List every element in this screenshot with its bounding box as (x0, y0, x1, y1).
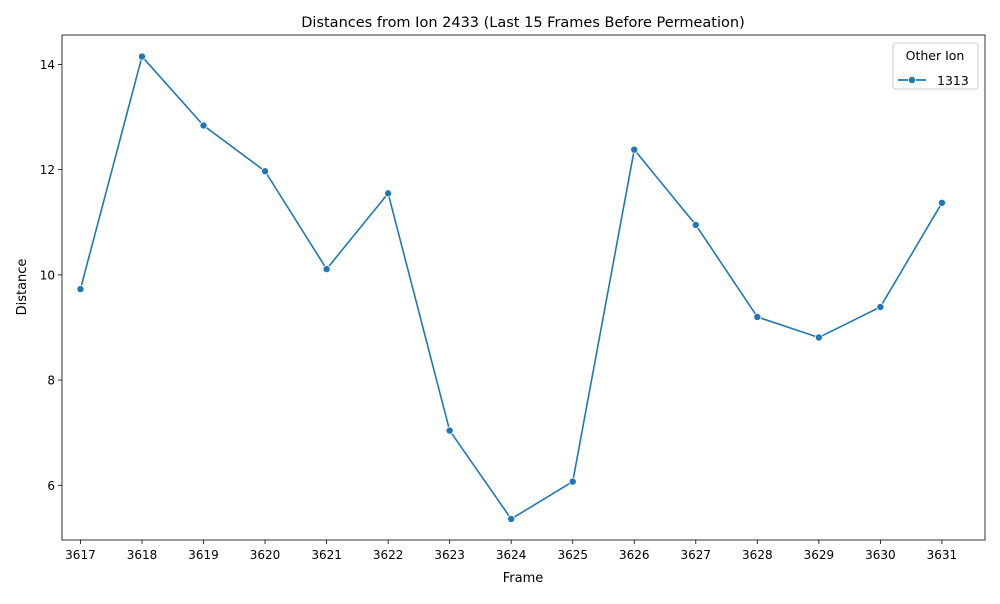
x-tick-label: 3627 (681, 548, 712, 562)
y-tick-label: 12 (40, 163, 55, 177)
y-axis-label: Distance (15, 259, 30, 316)
data-point (384, 189, 393, 198)
x-tick-label: 3620 (250, 548, 281, 562)
data-point (937, 198, 946, 207)
data-point (691, 220, 700, 229)
x-tick-label: 3628 (742, 548, 773, 562)
x-tick-label: 3618 (127, 548, 158, 562)
data-point (445, 426, 454, 435)
legend-title: Other Ion (906, 48, 965, 63)
y-tick-label: 6 (47, 479, 55, 493)
data-point (814, 333, 823, 342)
x-tick-label: 3631 (927, 548, 958, 562)
y-tick-label: 14 (40, 58, 55, 72)
data-point (630, 145, 639, 154)
data-point (137, 52, 146, 61)
series-layer (76, 52, 946, 523)
data-point (753, 312, 762, 321)
y-axis: 6 8 10 12 14 (40, 58, 62, 493)
data-point (507, 514, 516, 523)
x-tick-label: 3629 (804, 548, 835, 562)
x-tick-label: 3625 (557, 548, 588, 562)
data-point (322, 265, 331, 274)
data-point (76, 285, 85, 294)
y-tick-label: 10 (40, 268, 55, 282)
x-tick-label: 3617 (65, 548, 96, 562)
series-line (79, 55, 943, 520)
x-tick-label: 3630 (865, 548, 896, 562)
legend-entry-label: 1313 (937, 73, 969, 88)
plot-frame (61, 34, 986, 541)
x-tick-label: 3619 (188, 548, 219, 562)
chart-title: Distances from Ion 2433 (Last 15 Frames … (301, 15, 744, 31)
x-tick-label: 3622 (373, 548, 404, 562)
x-axis-label: Frame (503, 571, 544, 586)
x-tick-label: 3623 (434, 548, 465, 562)
data-point (568, 477, 577, 486)
x-tick-label: 3621 (311, 548, 342, 562)
data-point (199, 121, 208, 130)
x-tick-label: 3626 (619, 548, 650, 562)
data-point (261, 167, 270, 176)
legend-point-marker (908, 76, 917, 85)
y-tick-label: 8 (47, 374, 55, 388)
data-point (876, 302, 885, 311)
x-axis: 3617 3618 3619 3620 3621 3622 3623 3624 3625 3626… (65, 540, 957, 562)
legend: Other Ion 1313 (892, 42, 979, 90)
x-tick-label: 3624 (496, 548, 527, 562)
